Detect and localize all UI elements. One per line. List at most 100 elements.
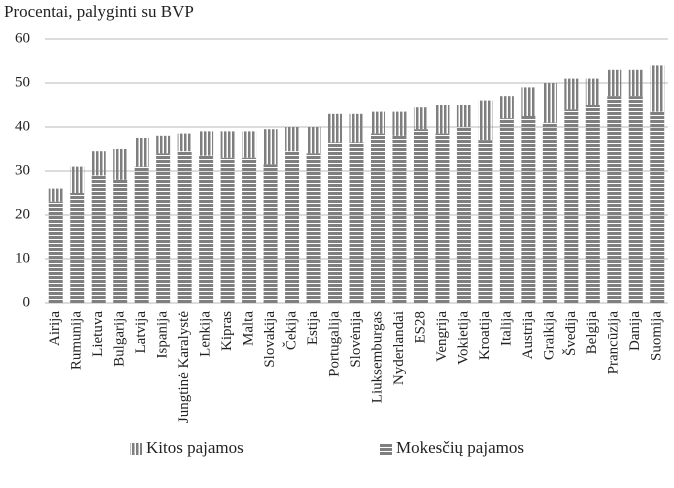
- y-tick-label: 30: [15, 162, 30, 178]
- x-tick-label: Vokietija: [455, 311, 471, 365]
- x-tick-label: Liuksemburgas: [369, 311, 385, 403]
- bar-segment: [263, 164, 278, 303]
- chart-title: Procentai, palyginti su BVP: [4, 2, 194, 21]
- bar-segment: [263, 129, 278, 165]
- bar-segment: [70, 193, 85, 303]
- bar-segment: [650, 111, 665, 303]
- bar-segment: [349, 142, 364, 303]
- x-tick-label: Slovėnija: [348, 311, 364, 368]
- bar-segment: [113, 179, 128, 303]
- bar-segment: [392, 135, 407, 303]
- x-tick-label: Ispanija: [155, 311, 171, 359]
- bar-segment: [628, 69, 643, 97]
- bar-segment: [478, 100, 493, 141]
- bar-segment: [328, 142, 343, 303]
- x-tick-label: Estija: [305, 311, 321, 346]
- x-tick-label: Danija: [627, 311, 643, 351]
- bar-segment: [435, 105, 450, 134]
- bar-segment: [156, 135, 171, 154]
- x-tick-label: Prancūzija: [606, 311, 622, 375]
- y-tick-label: 40: [15, 118, 30, 134]
- x-tick-label: ES28: [412, 311, 428, 344]
- bar-segment: [242, 157, 257, 303]
- x-tick-label: Malta: [241, 311, 257, 346]
- bar-segment: [306, 127, 321, 154]
- bar-segment: [285, 151, 300, 303]
- bar-segment: [48, 188, 63, 202]
- x-tick-label: Vengrija: [434, 311, 450, 362]
- bar-segment: [413, 107, 428, 130]
- bar-segment: [134, 166, 149, 303]
- x-tick-label: Rumunija: [69, 311, 85, 371]
- bar-segment: [413, 129, 428, 303]
- bar-segment: [91, 151, 106, 176]
- bar-segment: [628, 96, 643, 303]
- bar-segment: [542, 83, 557, 123]
- bar-segment: [370, 111, 385, 134]
- x-tick-label: Slovakija: [262, 311, 278, 368]
- bar-segment: [134, 138, 149, 167]
- bar-segment: [521, 116, 536, 303]
- bar-segment: [585, 105, 600, 303]
- y-tick-label: 0: [23, 294, 31, 310]
- x-tick-label: Italija: [498, 311, 514, 346]
- x-tick-label: Lietuva: [90, 311, 106, 357]
- bar-segment: [607, 96, 622, 303]
- bar-segment: [177, 133, 192, 152]
- bar-segment: [456, 127, 471, 303]
- bar-segment: [392, 111, 407, 136]
- bar-segment: [285, 127, 300, 152]
- bar-segment: [499, 118, 514, 303]
- x-tick-label: Portugalija: [326, 311, 342, 377]
- bar-segment: [177, 151, 192, 303]
- bar-segment: [585, 78, 600, 105]
- legend-label: Kitos pajamos: [146, 438, 244, 457]
- bar-segment: [349, 113, 364, 143]
- bar-segment: [456, 105, 471, 127]
- x-tick-label: Austrija: [520, 311, 536, 360]
- legend-label: Mokesčių pajamos: [396, 438, 524, 457]
- bar-segment: [242, 131, 257, 158]
- bar-segment: [91, 175, 106, 303]
- bar-segment: [199, 155, 214, 303]
- x-tick-label: Airija: [47, 311, 63, 346]
- bar-segment: [306, 153, 321, 303]
- x-tick-label: Jungtinė Karalystė: [176, 311, 192, 423]
- bar-segment: [435, 133, 450, 303]
- bar-segment: [499, 96, 514, 119]
- x-tick-label: Belgija: [584, 311, 600, 355]
- bar-segment: [478, 140, 493, 303]
- bar-segment: [199, 131, 214, 156]
- x-tick-label: Kipras: [219, 311, 235, 351]
- x-tick-label: Čekija: [282, 311, 299, 350]
- x-tick-label: Lenkija: [198, 311, 214, 357]
- bar-segment: [564, 78, 579, 110]
- legend-swatch: [130, 443, 142, 455]
- x-tick-label: Suomija: [649, 311, 665, 361]
- bar-segment: [521, 87, 536, 116]
- bar-segment: [607, 69, 622, 97]
- legend-swatch: [380, 443, 392, 455]
- bar-segment: [328, 113, 343, 143]
- bar-segment: [542, 122, 557, 303]
- x-tick-label: Bulgarija: [112, 311, 128, 367]
- bar-segment: [220, 157, 235, 303]
- bar-segment: [650, 65, 665, 112]
- bar-segment: [48, 201, 63, 303]
- y-tick-label: 20: [15, 206, 30, 222]
- bar-segment: [220, 131, 235, 158]
- bar-segment: [564, 109, 579, 304]
- y-tick-label: 60: [15, 30, 30, 46]
- y-tick-label: 10: [15, 250, 30, 266]
- bar-segment: [156, 153, 171, 303]
- x-tick-label: Latvija: [133, 311, 149, 354]
- bar-segment: [70, 166, 85, 193]
- x-tick-label: Švedija: [562, 311, 579, 356]
- bar-segment: [113, 149, 128, 180]
- bar-segment: [370, 133, 385, 303]
- x-tick-label: Kroatija: [477, 311, 493, 360]
- x-tick-label: Graikija: [541, 311, 557, 360]
- y-tick-label: 50: [15, 74, 30, 90]
- x-tick-label: Nyderlandai: [391, 311, 407, 385]
